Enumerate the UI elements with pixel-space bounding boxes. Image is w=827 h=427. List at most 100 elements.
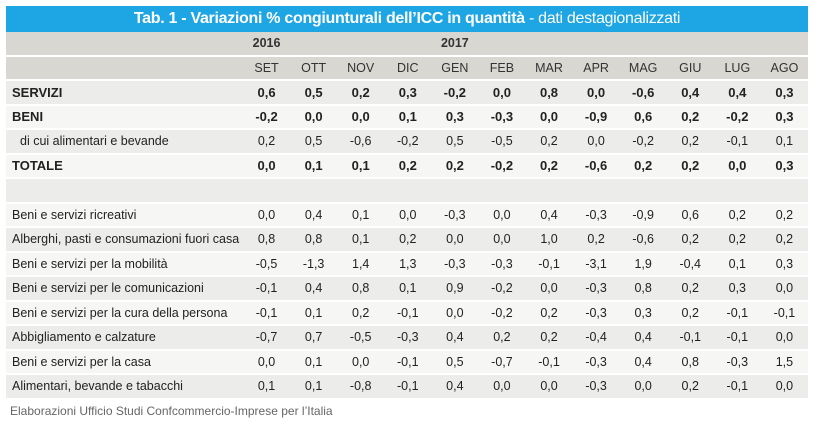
row-label: Beni e servizi per la mobilità [6,251,243,277]
source-note: Elaborazioni Ufficio Studi Confcommercio… [10,404,333,418]
cell-value: 0,1 [384,104,432,130]
cell-value: 0,5 [290,80,338,106]
cell-value: 0,2 [760,202,808,228]
cell-value: -0,2 [243,104,291,130]
cell-value: 0,8 [525,80,573,106]
row-label: di cui alimentari e bevande [6,129,243,155]
cell-value: 0,2 [619,153,667,179]
cell-value [243,178,291,204]
cell-value: 0,2 [572,227,620,253]
cell-value: -0,2 [619,129,667,155]
cell-value: 0,2 [666,129,714,155]
cell-value: 0,9 [431,276,479,302]
cell-value: -0,1 [760,300,808,326]
cell-value: 0,1 [337,227,385,253]
month-header: FEB [478,55,526,81]
cell-value: -0,1 [525,349,573,375]
cell-value: 0,2 [337,80,385,106]
cell-value [431,178,479,204]
cell-value: -0,1 [666,325,714,351]
table-row: Alimentari, bevande e tabacchi 0,1 0,1 -0,8… [6,374,808,400]
cell-value: 0,2 [760,227,808,253]
cell-value: 0,2 [525,129,573,155]
header-blank [337,32,385,57]
header-blank [6,32,243,57]
cell-value: 1,4 [337,251,385,277]
cell-value: -0,5 [337,325,385,351]
cell-value [384,178,432,204]
cell-value: 0,0 [478,374,526,400]
cell-value [337,178,385,204]
cell-value: 0,5 [290,129,338,155]
table-row: Beni e servizi per la cura della persona… [6,300,808,326]
cell-value: -0,4 [666,251,714,277]
cell-value: -0,1 [384,300,432,326]
cell-value: -0,9 [619,202,667,228]
header-blank [6,55,243,81]
header-blank [619,32,667,57]
month-header: LUG [713,55,761,81]
table-row: SERVIZI 0,6 0,5 0,2 0,3 -0,2 0,0 0,8 0,0 -0,6 0,4 0… [6,80,808,106]
cell-value: 0,1 [290,374,338,400]
cell-value: 0,0 [572,129,620,155]
cell-value: 1,5 [760,349,808,375]
cell-value: 0,2 [243,129,291,155]
cell-value: 0,0 [478,227,526,253]
cell-value: 0,0 [243,153,291,179]
cell-value: -0,1 [243,300,291,326]
table-row: Beni e servizi per le comunicazioni -0,1 0… [6,276,808,302]
cell-value: 0,8 [666,349,714,375]
table-row: BENI -0,2 0,0 0,0 0,1 0,3 -0,3 0,0 -0,9 0,6 0,2 -0,… [6,104,808,130]
table-row: Beni e servizi per la casa 0,0 0,1 0,0 -0,1 0… [6,349,808,375]
cell-value: 0,3 [760,251,808,277]
month-header: GIU [666,55,714,81]
cell-value: 0,4 [290,276,338,302]
cell-value: 1,9 [619,251,667,277]
cell-value: 0,1 [760,129,808,155]
cell-value: -0,1 [713,374,761,400]
cell-value: -1,3 [290,251,338,277]
row-label [6,178,243,204]
cell-value: 0,6 [243,80,291,106]
cell-value: -0,3 [478,104,526,130]
cell-value: 0,2 [337,300,385,326]
cell-value: -0,3 [572,349,620,375]
cell-value: -0,7 [478,349,526,375]
cell-value: 1,0 [525,227,573,253]
data-table: 2016 2017 SET OTT NOV DIC GEN FEB MAR APR MAG GIU LU… [6,32,808,400]
cell-value: 0,1 [384,276,432,302]
cell-value: 0,7 [290,325,338,351]
cell-value: -0,2 [713,104,761,130]
cell-value: -0,1 [713,129,761,155]
icc-table-container: Tab. 1 - Variazioni % congiunturali dell… [6,6,808,400]
year-header: 2017 [431,32,479,57]
row-label: SERVIZI [6,80,243,106]
cell-value: 0,4 [619,349,667,375]
row-label: Beni e servizi per le comunicazioni [6,276,243,302]
cell-value: 0,4 [619,325,667,351]
cell-value: -0,3 [572,374,620,400]
cell-value: 0,2 [666,104,714,130]
table-row: Beni e servizi per la mobilità -0,5 -1,3 1,… [6,251,808,277]
cell-value: 0,0 [243,349,291,375]
month-header-row: SET OTT NOV DIC GEN FEB MAR APR MAG GIU LUG AGO [6,55,808,81]
cell-value: 0,2 [525,300,573,326]
title-subtitle: - dati destagionalizzati [524,10,681,27]
year-header-row: 2016 2017 [6,32,808,57]
cell-value: 0,6 [619,104,667,130]
cell-value: 0,4 [666,80,714,106]
cell-value: 0,0 [572,80,620,106]
cell-value: 0,0 [431,227,479,253]
row-label: Abbigliamento e calzature [6,325,243,351]
cell-value: 0,5 [431,349,479,375]
header-blank [760,32,808,57]
cell-value: -0,7 [243,325,291,351]
cell-value: 0,1 [337,202,385,228]
header-blank [572,32,620,57]
cell-value: 0,0 [384,202,432,228]
cell-value [572,178,620,204]
table-row: di cui alimentari e bevande 0,2 0,5 -0,6 -0,… [6,129,808,155]
cell-value: -0,3 [572,300,620,326]
cell-value: 0,2 [666,153,714,179]
header-blank [290,32,338,57]
